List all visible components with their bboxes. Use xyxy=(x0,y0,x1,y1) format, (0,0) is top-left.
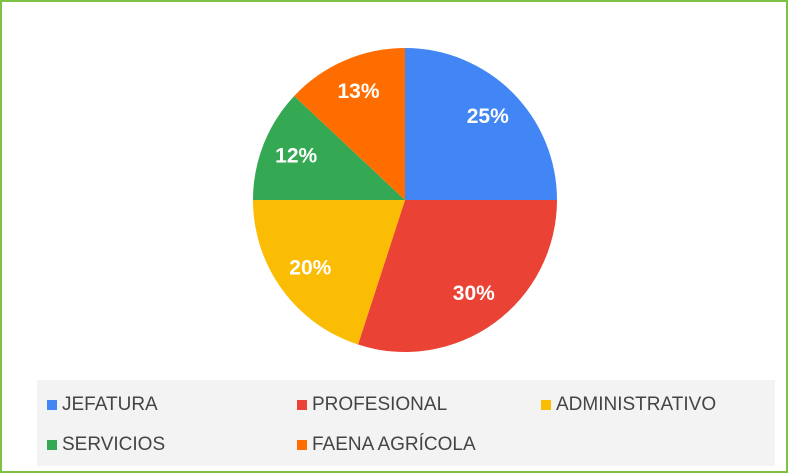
data-label: 20% xyxy=(289,256,331,279)
data-label: 30% xyxy=(453,282,495,305)
data-label: 12% xyxy=(275,144,317,167)
legend-label: FAENA AGRÍCOLA xyxy=(312,434,476,455)
pie-slice xyxy=(405,48,557,200)
legend-label: SERVICIOS xyxy=(62,434,165,455)
legend-swatch xyxy=(47,400,57,410)
legend-background xyxy=(37,380,775,466)
legend-swatch xyxy=(297,400,307,410)
legend-swatch xyxy=(47,440,57,450)
pie-slice xyxy=(294,48,405,200)
legend-label: JEFATURA xyxy=(62,394,158,415)
legend-label: ADMINISTRATIVO xyxy=(556,394,716,415)
legend-swatch xyxy=(541,400,551,410)
pie-slice xyxy=(358,200,557,352)
pie-slice xyxy=(253,95,405,200)
data-label: 25% xyxy=(467,105,509,128)
data-label: 13% xyxy=(338,80,380,103)
legend-swatch xyxy=(297,440,307,450)
pie-slice xyxy=(253,200,405,345)
legend-label: PROFESIONAL xyxy=(312,394,447,415)
